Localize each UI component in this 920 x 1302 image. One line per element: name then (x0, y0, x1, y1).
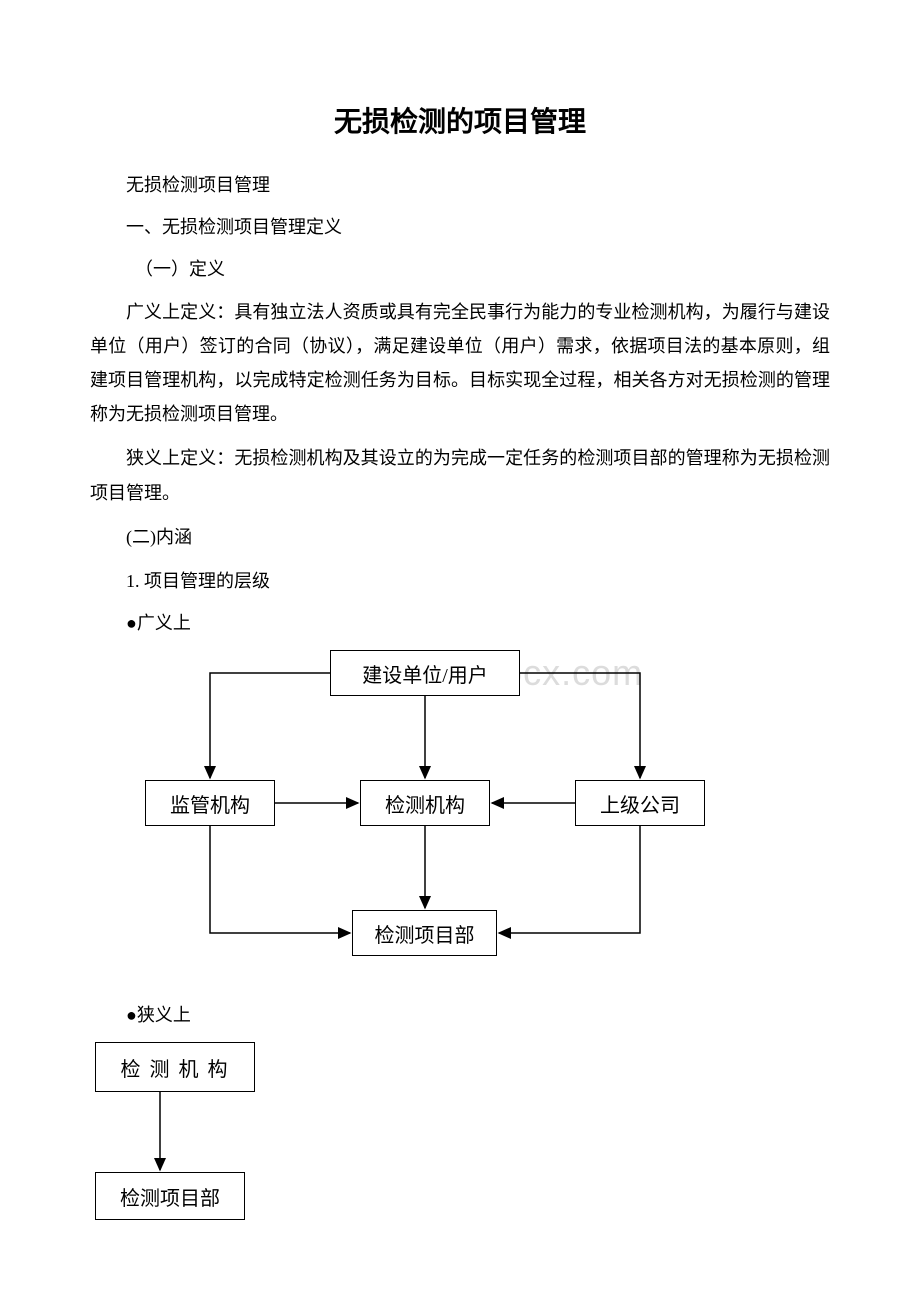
document-title: 无损检测的项目管理 (90, 100, 830, 140)
label-broad: ●广义上 (90, 606, 830, 640)
paragraph-subtitle: 无损检测项目管理 (90, 168, 830, 202)
heading-item-1: 1. 项目管理的层级 (90, 564, 830, 598)
box-parent-company: 上级公司 (575, 780, 705, 826)
paragraph-broad-definition: 广义上定义：具有独立法人资质或具有完全民事行为能力的专业检测机构，为履行与建设单… (90, 295, 830, 432)
box-project-dept-narrow: 检测项目部 (95, 1172, 245, 1220)
flowchart-broad: www.bdocx.com 建设单位/用户 监管机构 检测机构 上级公司 检测项… (90, 650, 830, 970)
heading-subsection-1-2: (二)内涵 (90, 520, 830, 554)
box-testing-org-narrow: 检 测 机 构 (95, 1042, 255, 1092)
box-regulator: 监管机构 (145, 780, 275, 826)
heading-section-1: 一、无损检测项目管理定义 (90, 210, 830, 244)
paragraph-narrow-definition: 狭义上定义：无损检测机构及其设立的为完成一定任务的检测项目部的管理称为无损检测项… (90, 441, 830, 509)
box-testing-org: 检测机构 (360, 780, 490, 826)
box-construction-unit: 建设单位/用户 (330, 650, 520, 696)
heading-subsection-1-1: （一）定义 (90, 252, 830, 286)
box-project-dept: 检测项目部 (352, 910, 497, 956)
label-narrow: ●狭义上 (90, 998, 830, 1032)
flowchart-narrow: 检 测 机 构 检测项目部 (90, 1042, 830, 1242)
